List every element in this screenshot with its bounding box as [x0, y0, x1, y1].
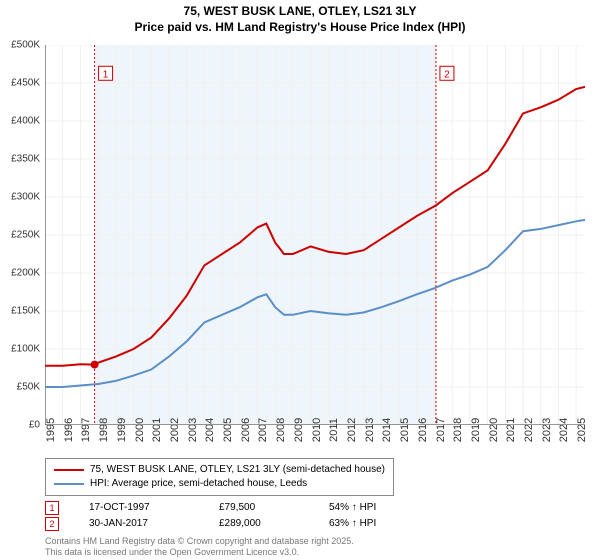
marker-row: 1 17-OCT-1997 £79,500 54% ↑ HPI — [45, 500, 376, 516]
title-line1: 75, WEST BUSK LANE, OTLEY, LS21 3LY — [0, 4, 600, 20]
legend-item: HPI: Average price, semi-detached house,… — [54, 477, 385, 491]
x-tick-label: 2013 — [364, 418, 376, 442]
marker-number-box: 2 — [45, 517, 59, 531]
x-tick-label: 2016 — [417, 418, 429, 442]
x-tick-label: 2019 — [470, 418, 482, 442]
y-tick-label: £450K — [11, 78, 40, 89]
x-tick-label: 2008 — [275, 418, 287, 442]
x-tick-label: 2007 — [257, 418, 269, 442]
svg-text:2: 2 — [444, 69, 450, 80]
y-tick-label: £150K — [11, 306, 40, 317]
chart-svg: 12 — [45, 45, 585, 425]
marker-row: 2 30-JAN-2017 £289,000 63% ↑ HPI — [45, 516, 376, 532]
title-line2: Price paid vs. HM Land Registry's House … — [0, 20, 600, 36]
x-tick-label: 2005 — [222, 418, 234, 442]
x-tick-label: 2010 — [311, 418, 323, 442]
x-tick-label: 2025 — [576, 418, 588, 442]
marker-hpi: 63% ↑ HPI — [329, 516, 376, 532]
x-tick-label: 2023 — [541, 418, 553, 442]
x-tick-label: 2002 — [169, 418, 181, 442]
y-tick-label: £100K — [11, 344, 40, 355]
sale-markers-table: 1 17-OCT-1997 £79,500 54% ↑ HPI 2 30-JAN-2017… — [45, 500, 376, 532]
x-tick-label: 2000 — [134, 418, 146, 442]
chart-container: 75, WEST BUSK LANE, OTLEY, LS21 3LY Pric… — [0, 0, 600, 560]
marker-hpi: 54% ↑ HPI — [329, 500, 376, 516]
x-tick-label: 2024 — [558, 418, 570, 442]
legend-swatch — [54, 469, 84, 471]
legend-label: HPI: Average price, semi-detached house,… — [90, 477, 307, 491]
y-tick-label: £0 — [29, 420, 40, 431]
footer-line2: This data is licensed under the Open Gov… — [45, 547, 354, 558]
legend-swatch — [54, 483, 84, 485]
x-tick-label: 2017 — [435, 418, 447, 442]
x-tick-label: 2020 — [488, 418, 500, 442]
chart-plot-area: 12 £0£50K£100K£150K£200K£250K£300K£350K£… — [45, 45, 585, 425]
y-tick-label: £200K — [11, 268, 40, 279]
x-tick-label: 2012 — [346, 418, 358, 442]
y-tick-label: £250K — [11, 230, 40, 241]
legend-label: 75, WEST BUSK LANE, OTLEY, LS21 3LY (sem… — [90, 463, 385, 477]
x-tick-label: 1997 — [80, 418, 92, 442]
x-tick-label: 2006 — [240, 418, 252, 442]
marker-date: 30-JAN-2017 — [89, 516, 189, 532]
svg-text:1: 1 — [103, 69, 109, 80]
y-tick-label: £500K — [11, 40, 40, 51]
marker-date: 17-OCT-1997 — [89, 500, 189, 516]
x-tick-label: 2009 — [293, 418, 305, 442]
chart-legend: 75, WEST BUSK LANE, OTLEY, LS21 3LY (sem… — [45, 458, 394, 496]
x-tick-label: 1995 — [45, 418, 57, 442]
marker-price: £79,500 — [219, 500, 299, 516]
x-tick-label: 2003 — [187, 418, 199, 442]
x-tick-label: 1999 — [116, 418, 128, 442]
y-tick-label: £400K — [11, 116, 40, 127]
x-tick-label: 2022 — [523, 418, 535, 442]
x-tick-label: 2018 — [452, 418, 464, 442]
marker-price: £289,000 — [219, 516, 299, 532]
x-tick-label: 2011 — [328, 418, 340, 442]
y-tick-label: £50K — [17, 382, 40, 393]
y-tick-label: £350K — [11, 154, 40, 165]
x-tick-label: 2014 — [381, 418, 393, 442]
x-tick-label: 2021 — [505, 418, 517, 442]
marker-number-box: 1 — [45, 501, 59, 515]
x-tick-label: 2015 — [399, 418, 411, 442]
x-tick-label: 2001 — [151, 418, 163, 442]
footer-line1: Contains HM Land Registry data © Crown c… — [45, 536, 354, 547]
chart-title: 75, WEST BUSK LANE, OTLEY, LS21 3LY Pric… — [0, 0, 600, 35]
x-tick-label: 1996 — [63, 418, 75, 442]
x-tick-label: 2004 — [204, 418, 216, 442]
footer-attribution: Contains HM Land Registry data © Crown c… — [45, 536, 354, 558]
legend-item: 75, WEST BUSK LANE, OTLEY, LS21 3LY (sem… — [54, 463, 385, 477]
x-tick-label: 1998 — [98, 418, 110, 442]
y-tick-label: £300K — [11, 192, 40, 203]
